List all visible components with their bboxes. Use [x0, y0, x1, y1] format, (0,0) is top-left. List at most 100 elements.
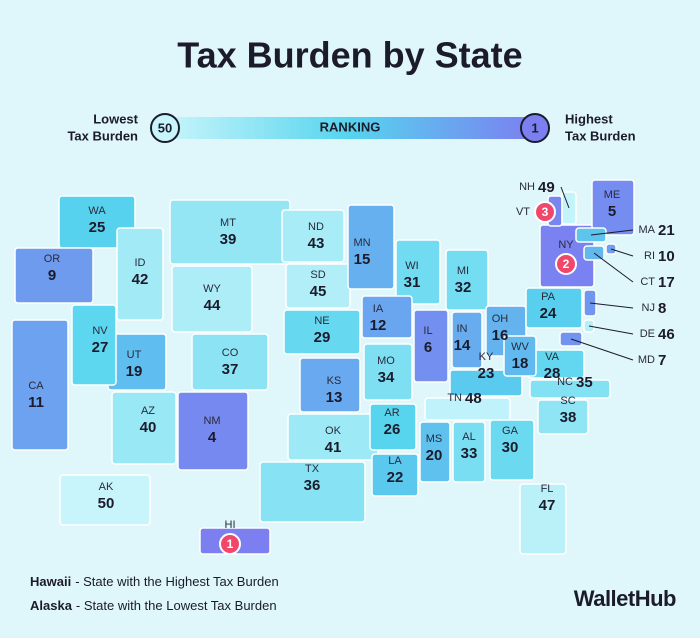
state-abbr: NY: [558, 239, 574, 251]
rank-label: 50: [98, 495, 115, 512]
legend-low-label: Tax Burden: [67, 128, 138, 143]
state-abbr: IN: [457, 323, 468, 335]
state-abbr: ME: [604, 189, 621, 201]
rank-badge: [555, 253, 577, 275]
note-name: Hawaii: [30, 574, 71, 589]
rank-label: 27: [92, 339, 109, 356]
state: [525, 287, 583, 329]
rank-label: 8: [658, 300, 666, 317]
states: [11, 179, 635, 555]
state-abbr: KY: [479, 351, 494, 363]
rank-label: 11: [28, 394, 44, 411]
state: [171, 265, 253, 333]
state: [191, 333, 269, 391]
rank-label: 23: [478, 365, 495, 382]
state-abbr: NV: [92, 325, 108, 337]
state-abbr: TX: [305, 463, 320, 475]
state: [395, 239, 441, 305]
state-abbr: WY: [203, 283, 221, 295]
state-abbr: CA: [28, 380, 44, 392]
state-abbr: VT: [516, 206, 530, 218]
state-abbr: SD: [310, 269, 325, 281]
state-abbr: NE: [314, 315, 329, 327]
rank-label: 16: [492, 327, 509, 344]
rank-label: 12: [370, 317, 387, 334]
note: Hawaii - State with the Highest Tax Burde…: [30, 574, 279, 589]
state-abbr: DE: [640, 328, 655, 340]
state: [14, 247, 94, 304]
state-abbr: RI: [644, 250, 655, 262]
rank-label: 4: [208, 429, 217, 446]
state: [591, 179, 635, 236]
rank-label: 25: [89, 219, 106, 236]
state-abbr: AZ: [141, 405, 155, 417]
state: [413, 309, 449, 383]
state: [11, 319, 69, 451]
rank-label: 2: [563, 257, 570, 271]
rank-label: 37: [222, 361, 239, 378]
state-abbr: GA: [502, 425, 519, 437]
rank-label: 45: [310, 283, 327, 300]
state-abbr: AK: [99, 481, 114, 493]
state-abbr: FL: [541, 483, 554, 495]
state-abbr: MD: [638, 354, 655, 366]
rank-label: 6: [424, 339, 432, 356]
state: [177, 391, 249, 471]
rank-label: 1: [227, 537, 234, 551]
rank-label: 5: [608, 203, 616, 220]
state-abbr: HI: [225, 519, 236, 531]
leader-line: [590, 229, 634, 236]
state-abbr: IL: [423, 325, 432, 337]
legend: RANKING Lowest Tax Burden Highest Tax Bu…: [67, 111, 635, 143]
state-abbr: WI: [405, 260, 418, 272]
state: [59, 474, 151, 526]
state: [451, 311, 483, 369]
state: [71, 304, 117, 386]
rank-label: 24: [540, 305, 557, 322]
rank-label: 9: [48, 267, 56, 284]
state: [371, 453, 419, 497]
rank-label: 20: [426, 447, 443, 464]
title: Tax Burden by State: [177, 35, 522, 76]
state: [369, 403, 417, 451]
rank-label: 33: [461, 445, 478, 462]
logo: WalletHub: [574, 586, 676, 611]
note-name: Alaska: [30, 598, 73, 613]
rank-label: 18: [512, 355, 529, 372]
rank-label: 41: [325, 439, 342, 456]
state: [452, 421, 486, 483]
rank-label: 30: [502, 439, 519, 456]
rank-label: 3: [542, 205, 549, 219]
state: [347, 204, 395, 290]
state-abbr: MI: [457, 265, 469, 277]
rank-label: 36: [304, 477, 321, 494]
state-abbr: OR: [44, 253, 61, 265]
state-abbr: OH: [492, 313, 509, 325]
rank-label: 47: [539, 497, 556, 514]
rank-label: 35: [576, 374, 593, 391]
state-abbr: MS: [426, 433, 443, 445]
legend-high-value: 1: [531, 120, 538, 135]
leader-line: [610, 248, 634, 257]
leader-line: [560, 186, 570, 209]
state: [519, 483, 567, 555]
legend-high-label: Tax Burden: [565, 128, 636, 143]
legend-high-label: Highest: [565, 111, 613, 126]
state: [419, 421, 451, 483]
state: [259, 461, 366, 523]
leader-line: [588, 325, 634, 335]
leader-line: [570, 338, 634, 361]
legend-high-end: [520, 113, 550, 143]
state-abbr: MA: [639, 224, 656, 236]
state-abbr: MN: [353, 237, 370, 249]
state-abbr: WV: [511, 341, 529, 353]
rank-label: 34: [378, 369, 395, 386]
rank-label: 40: [140, 419, 157, 436]
note-text: - State with the Lowest Tax Burden: [76, 598, 277, 613]
rank-label: 31: [404, 274, 421, 291]
state: [111, 391, 177, 465]
state: [58, 195, 136, 249]
state: [445, 249, 489, 311]
rank-label: 43: [308, 235, 325, 252]
rank-badge: [534, 201, 556, 223]
